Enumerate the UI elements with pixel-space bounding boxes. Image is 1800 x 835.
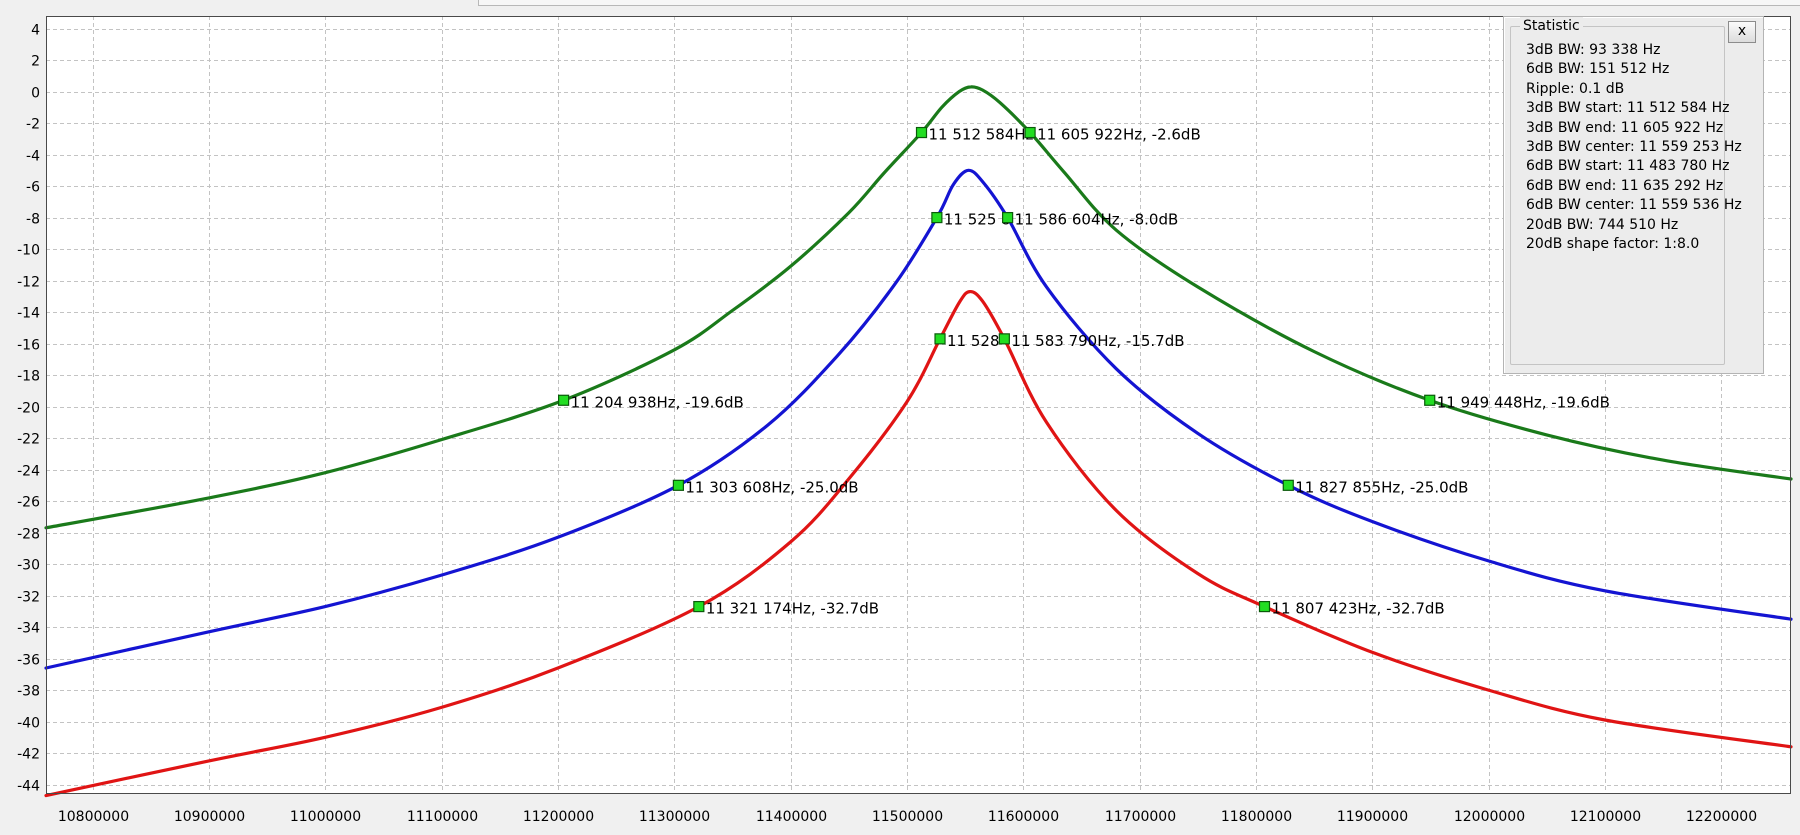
statistic-line: 3dB BW center: 11 559 253 Hz <box>1526 139 1742 156</box>
x-tick-label: 12100000 <box>1570 809 1641 825</box>
statistic-line: 6dB BW: 151 512 Hz <box>1526 61 1670 78</box>
marker-point[interactable] <box>1424 394 1436 406</box>
y-tick-label: -2 <box>26 117 40 133</box>
x-tick-label: 11200000 <box>523 809 594 825</box>
statistic-title: Statistic <box>1520 17 1583 35</box>
y-tick-label: -40 <box>17 716 40 732</box>
marker-label: 11 605 922Hz, -2.6dB <box>1037 126 1201 144</box>
y-tick-label: -16 <box>17 338 40 354</box>
toolbar-tab-edge <box>478 0 1800 6</box>
marker-label: 11 949 448Hz, -19.6dB <box>1437 393 1610 411</box>
y-tick-label: -28 <box>17 527 40 543</box>
x-tick-label: 12200000 <box>1686 809 1757 825</box>
y-tick-label: -30 <box>17 558 40 574</box>
y-tick-label: -24 <box>17 464 40 480</box>
statistic-line: 3dB BW start: 11 512 584 Hz <box>1526 100 1730 117</box>
marker-point[interactable] <box>1282 479 1294 491</box>
y-tick-label: -38 <box>17 684 40 700</box>
marker-label: 11 512 584Hz <box>929 126 1034 144</box>
marker-point[interactable] <box>672 479 684 491</box>
x-tick-label: 11900000 <box>1337 809 1408 825</box>
top-toolbar-strip <box>0 0 1800 8</box>
marker-label: 11 525 8 <box>944 211 1011 229</box>
marker-point[interactable] <box>915 126 928 139</box>
marker-point[interactable] <box>934 333 946 345</box>
y-tick-label: -12 <box>17 275 40 291</box>
statistic-group-box <box>1510 26 1725 365</box>
marker-label: 11 827 855Hz, -25.0dB <box>1295 478 1468 496</box>
marker-label: 11 807 423Hz, -32.7dB <box>1272 600 1445 618</box>
marker-point[interactable] <box>1024 126 1036 139</box>
series-line-red <box>44 289 1793 798</box>
series-line-blue <box>44 168 1793 670</box>
marker-label: 11 204 938Hz, -19.6dB <box>571 393 744 411</box>
marker-point[interactable] <box>693 600 705 613</box>
y-tick-label: 2 <box>31 54 40 70</box>
statistic-line: 20dB shape factor: 1:8.0 <box>1526 236 1700 253</box>
y-tick-label: -32 <box>17 590 40 606</box>
x-tick-label: 11600000 <box>988 809 1059 825</box>
marker-label: 11 303 608Hz, -25.0dB <box>685 478 858 496</box>
marker-point[interactable] <box>1258 600 1271 613</box>
y-axis-ticks: 4 2 0 -2 -4 -6 -8 -10 -12 -14 -16 -18 -20 -22 -24 -26 -2… <box>17 23 40 795</box>
y-tick-label: -6 <box>26 180 40 196</box>
plot-area <box>46 16 1791 794</box>
y-tick-label: -42 <box>17 747 40 763</box>
y-tick-label: -44 <box>17 779 40 795</box>
x-tick-label: 11500000 <box>872 809 943 825</box>
x-axis-ticks: 10800000 10900000 11000000 11100000 11200000… <box>58 809 1757 825</box>
x-tick-label: 11100000 <box>407 809 478 825</box>
y-tick-label: 0 <box>31 86 40 102</box>
x-tick-label: 11300000 <box>639 809 710 825</box>
y-tick-label: -34 <box>17 621 40 637</box>
y-tick-label: -4 <box>26 149 40 165</box>
marker-label: 11 583 790Hz, -15.7dB <box>1011 332 1184 350</box>
plot-frame <box>46 16 1791 794</box>
statistic-line: 6dB BW center: 11 559 536 Hz <box>1526 197 1742 214</box>
statistic-list: 3dB BW: 93 338 Hz 6dB BW: 151 512 Hz Rippl… <box>1526 41 1742 254</box>
y-tick-label: -14 <box>17 306 40 322</box>
y-tick-label: -26 <box>17 495 40 511</box>
y-tick-label: -18 <box>17 369 40 385</box>
statistic-line: Ripple: 0.1 dB <box>1526 80 1625 97</box>
x-tick-label: 11700000 <box>1105 809 1176 825</box>
marker-label: 11 586 604Hz, -8.0dB <box>1015 211 1179 229</box>
statistic-line: 6dB BW start: 11 483 780 Hz <box>1526 158 1730 175</box>
marker-point[interactable] <box>931 211 943 224</box>
marker-point[interactable] <box>998 333 1010 345</box>
y-tick-label: 4 <box>31 23 40 39</box>
y-tick-label: -22 <box>17 432 40 448</box>
y-tick-label: -36 <box>17 653 40 669</box>
y-tick-label: -8 <box>26 212 40 228</box>
series-line-green <box>44 85 1793 530</box>
marker-point[interactable] <box>1002 211 1014 224</box>
x-tick-label: 12000000 <box>1454 809 1525 825</box>
marker-point[interactable] <box>558 394 570 406</box>
statistic-line: 3dB BW: 93 338 Hz <box>1526 42 1661 58</box>
x-tick-label: 10800000 <box>58 809 129 825</box>
statistic-line: 3dB BW end: 11 605 922 Hz <box>1526 119 1724 136</box>
series-layer <box>44 85 1793 798</box>
marker-label: 11 528 <box>947 332 1000 350</box>
marker-layer: 11 512 584Hz 11 605 922Hz, -2.6dB 11 525 8… <box>558 126 1610 618</box>
statistic-line: 6dB BW end: 11 635 292 Hz <box>1526 177 1724 194</box>
x-tick-label: 11800000 <box>1221 809 1292 825</box>
marker-label: 11 321 174Hz, -32.7dB <box>706 600 879 618</box>
x-tick-label: 11400000 <box>756 809 827 825</box>
y-tick-label: -20 <box>17 401 40 417</box>
statistic-panel: Statistic x 3dB BW: 93 338 Hz 6dB BW: 151… <box>1503 16 1764 374</box>
x-tick-label: 10900000 <box>174 809 245 825</box>
x-tick-label: 11000000 <box>290 809 361 825</box>
statistic-line: 20dB BW: 744 510 Hz <box>1526 216 1679 233</box>
y-tick-label: -10 <box>17 243 40 259</box>
close-button[interactable]: x <box>1728 21 1756 43</box>
